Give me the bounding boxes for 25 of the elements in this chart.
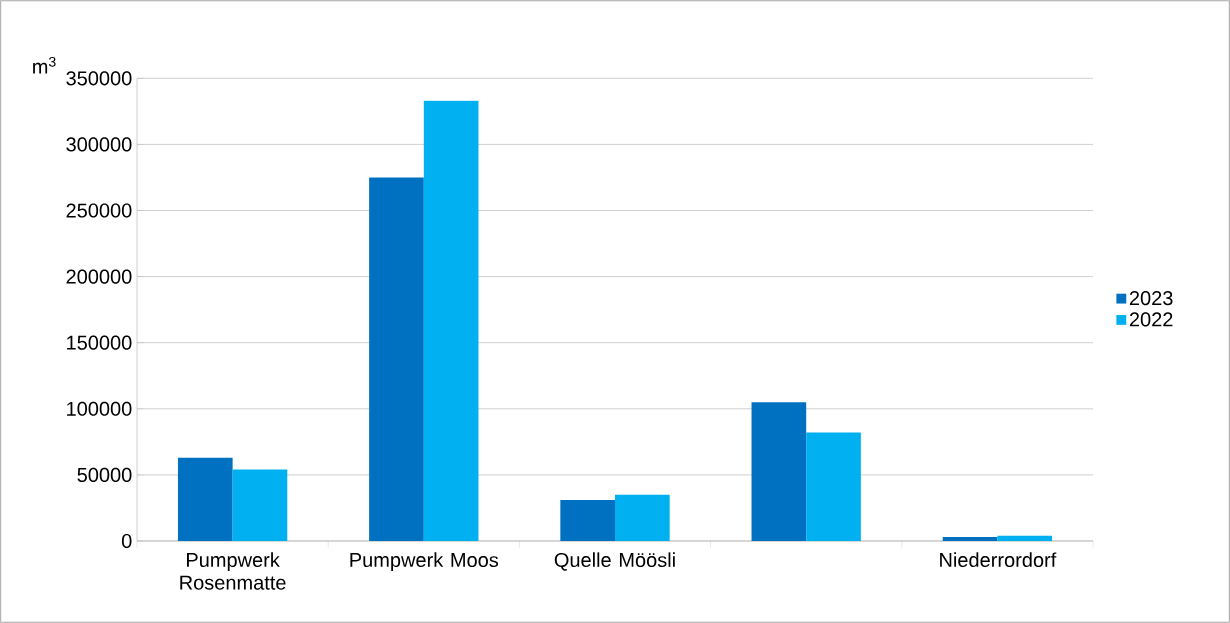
bar — [177, 457, 233, 541]
bar — [942, 537, 998, 541]
bar — [751, 402, 807, 541]
bar — [369, 177, 424, 541]
y-tick-label: 350000 — [66, 71, 132, 86]
y-tick-label: 250000 — [66, 203, 132, 218]
x-tick-label: Pumpwerk Rosenmatte — [180, 552, 286, 590]
bar — [232, 469, 288, 541]
bar — [615, 494, 670, 541]
legend-label: 2022 — [1129, 312, 1173, 327]
y-tick-label: 0 — [121, 533, 132, 549]
x-tick-label: Quelle Möösli — [554, 552, 675, 571]
bar — [423, 100, 479, 541]
y-tick-label: 100000 — [67, 401, 132, 416]
y-tick-label: 300000 — [66, 137, 132, 152]
y-tick-label: 150000 — [67, 335, 132, 350]
x-tick-label: Niederrordorf — [940, 552, 1057, 568]
x-tick-label: Pumpwerk Moos — [350, 552, 499, 571]
y-tick-label: 50000 — [77, 467, 132, 482]
y-tick-label: 200000 — [66, 269, 132, 284]
bar — [997, 535, 1053, 541]
bar — [560, 500, 615, 541]
y-axis-title: m$^{3}$ — [33, 56, 56, 74]
bar — [806, 432, 861, 541]
legend-label: 2023 — [1129, 291, 1173, 306]
